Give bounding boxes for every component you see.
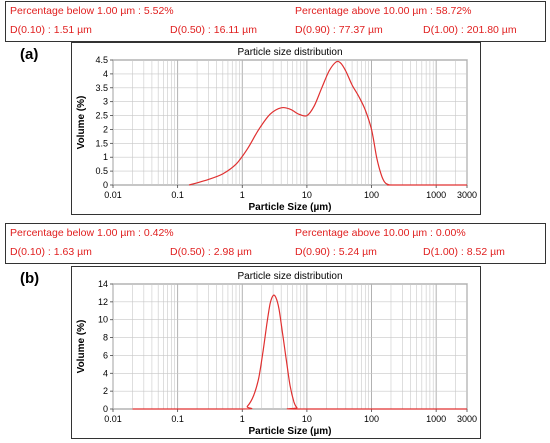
- chart-box-a: 0 0.5 1 1.5 2 2.5 3 3.5 4 4.5 0.01 0.1 1 10 100 1000 300…: [71, 42, 481, 215]
- x-tick-label: 100: [364, 190, 379, 200]
- y-tick-label: 2: [103, 124, 108, 134]
- y-tick-label: 1: [103, 152, 108, 162]
- x-tick-label: 1: [240, 190, 245, 200]
- distribution-curve: [188, 60, 467, 186]
- x-tick-label: 10: [302, 414, 312, 424]
- plot-area: [112, 59, 468, 186]
- y-tick-label: 1.5: [95, 138, 108, 148]
- pct-below-text: Percentage below 1.00 µm : 5.52%: [10, 5, 174, 17]
- panel-label-b: (b): [20, 270, 40, 287]
- chart-a: 0 0.5 1 1.5 2 2.5 3 3.5 4 4.5 0.01 0.1 1 10 100 1000 300…: [76, 47, 477, 213]
- x-tick-label: 3000: [457, 190, 477, 200]
- chart-title: Particle size distribution: [237, 271, 342, 282]
- x-tick-label: 1000: [426, 414, 446, 424]
- d50-text: D(0.50) : 2.98 µm: [170, 246, 252, 258]
- y-tick-label: 3.5: [95, 83, 108, 93]
- y-tick-label: 0: [103, 404, 108, 414]
- chart-b: 0 2 4 6 8 10 12 14 0.01 0.1 1 10 100 1000 3000 Particle…: [76, 271, 477, 437]
- y-axis-label: Volume (%): [76, 320, 87, 374]
- y-tick-label: 10: [98, 315, 108, 325]
- pct-below-text: Percentage below 1.00 µm : 0.42%: [10, 227, 174, 239]
- y-tick-label: 6: [103, 350, 108, 360]
- x-tick-label: 1: [240, 414, 245, 424]
- x-axis-label: Particle Size (µm): [248, 426, 331, 437]
- y-tick-label: 2.5: [95, 111, 108, 121]
- x-axis-label: Particle Size (µm): [248, 202, 331, 213]
- pct-above-text: Percentage above 10.00 µm : 58.72%: [295, 5, 472, 17]
- x-tick-label: 3000: [457, 414, 477, 424]
- x-tick-label: 0.01: [104, 190, 122, 200]
- d50-text: D(0.50) : 16.11 µm: [170, 24, 257, 36]
- plot-area: [112, 283, 468, 410]
- y-tick-label: 3: [103, 97, 108, 107]
- y-tick-label: 4.5: [95, 55, 108, 65]
- d10-text: D(0.10) : 1.63 µm: [10, 246, 92, 258]
- chart-box-b: 0 2 4 6 8 10 12 14 0.01 0.1 1 10 100 1000 3000 Particle…: [71, 266, 481, 439]
- d90-text: D(0.90) : 77.37 µm: [295, 24, 383, 36]
- d90-text: D(0.90) : 5.24 µm: [295, 246, 377, 258]
- panel-label-a: (a): [20, 46, 39, 63]
- d10-text: D(0.10) : 1.51 µm: [10, 24, 92, 36]
- x-tick-label: 0.1: [171, 190, 184, 200]
- stats-box-b: Percentage below 1.00 µm : 0.42% Percent…: [5, 223, 546, 264]
- x-tick-label: 0.1: [171, 414, 184, 424]
- x-tick-label: 1000: [426, 190, 446, 200]
- y-tick-label: 0: [103, 180, 108, 190]
- y-tick-label: 14: [98, 279, 108, 289]
- y-tick-label: 12: [98, 297, 108, 307]
- y-axis-label: Volume (%): [76, 96, 87, 150]
- d100-text: D(1.00) : 8.52 µm: [423, 246, 505, 258]
- x-tick-label: 0.01: [104, 414, 122, 424]
- chart-title: Particle size distribution: [237, 47, 342, 58]
- stats-box-a: Percentage below 1.00 µm : 5.52% Percent…: [5, 1, 546, 42]
- d100-text: D(1.00) : 201.80 µm: [423, 24, 517, 36]
- x-tick-label: 100: [364, 414, 379, 424]
- x-tick-label: 10: [302, 190, 312, 200]
- y-tick-label: 2: [103, 386, 108, 396]
- y-tick-label: 8: [103, 333, 108, 343]
- distribution-curve: [132, 294, 467, 410]
- y-tick-label: 0.5: [95, 166, 108, 176]
- y-tick-label: 4: [103, 69, 108, 79]
- pct-above-text: Percentage above 10.00 µm : 0.00%: [295, 227, 466, 239]
- y-tick-label: 4: [103, 368, 108, 378]
